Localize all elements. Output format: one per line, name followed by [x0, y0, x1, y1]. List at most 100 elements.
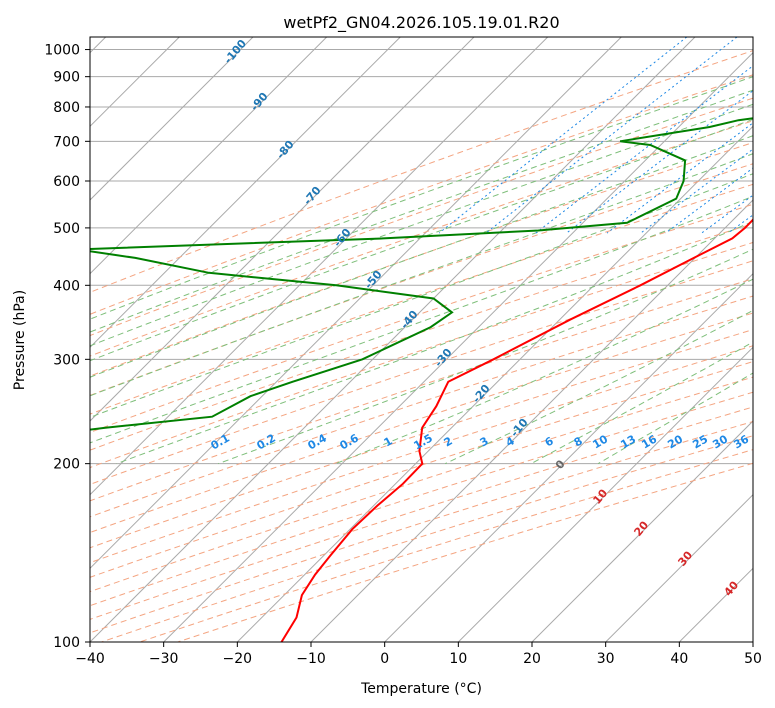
- isotherm-line: [90, 37, 475, 422]
- mixing-ratio-label: 16: [639, 432, 659, 451]
- isotherm-line: [163, 51, 753, 642]
- dry-adiabat-line: [90, 295, 753, 518]
- y-tick-label: 1000: [44, 43, 80, 59]
- y-tick-label: 600: [53, 174, 80, 190]
- x-tick-label: 50: [744, 651, 762, 667]
- y-tick-label: 300: [53, 352, 80, 368]
- dry-adiabat-label: -100: [221, 37, 249, 67]
- isotherm-line: [90, 37, 549, 496]
- dry-adiabat-line: [90, 345, 753, 564]
- moist-adiabat-label: 10: [590, 486, 610, 506]
- mixing-ratio-label: 8: [572, 434, 585, 449]
- mixing-ratio-line: [701, 194, 753, 234]
- dry-adiabat-label: -30: [432, 346, 455, 370]
- isotherm-line: [531, 420, 753, 642]
- plot-frame: [89, 36, 754, 643]
- moist-adiabat-line: [530, 341, 753, 465]
- dry-adiabat-line: [90, 241, 753, 469]
- x-tick-label: 30: [597, 651, 615, 667]
- dry-adiabat-line: [90, 223, 753, 451]
- x-tick-label: 20: [523, 651, 541, 667]
- mixing-ratio-label: 36: [731, 432, 751, 451]
- dry-adiabat-line: [90, 329, 753, 549]
- dry-adiabat-line: [90, 97, 753, 337]
- moist-adiabat-line: [90, 103, 753, 347]
- isotherm-line: [90, 37, 328, 275]
- mixing-ratio-label: 10: [590, 432, 610, 451]
- y-tick-label: 400: [53, 278, 80, 294]
- moist-adiabat-label: 30: [675, 548, 695, 568]
- moist-adiabat-line: [90, 153, 753, 397]
- dry-adiabat-line: [90, 120, 753, 357]
- isotherm-line: [678, 567, 753, 642]
- line-labels: -100-90-80-70-60-50-40-30-20-100.1 0.2 0.4…: [209, 37, 752, 599]
- isotherm-line: [236, 125, 753, 642]
- dry-adiabat-line: [90, 361, 753, 578]
- isotherm-line: [457, 346, 753, 642]
- isotherm-line: [90, 37, 622, 570]
- moist-adiabat-line: [116, 220, 753, 465]
- x-tick-label: 10: [449, 651, 467, 667]
- moist-adiabat-line: [90, 173, 753, 418]
- moist-adiabat-label: 0: [553, 457, 568, 471]
- moist-adiabat-line: [90, 195, 753, 444]
- dry-adiabat-line: [90, 391, 753, 607]
- sounding-profiles: [90, 117, 753, 642]
- temperature-profile: [280, 218, 753, 642]
- dry-adiabat-line: [90, 183, 753, 415]
- x-axis-label: Temperature (°C): [360, 681, 482, 697]
- moist-adiabat-label: 20: [631, 518, 651, 538]
- dry-adiabat-line: [90, 163, 753, 396]
- dry-adiabat-line: [90, 74, 753, 315]
- dry-adiabat-line: [90, 142, 753, 377]
- isotherm-line: [310, 199, 753, 642]
- isotherm-line: [384, 272, 753, 642]
- mixing-ratio-label: 0.2: [255, 431, 278, 452]
- dry-adiabat-line: [90, 203, 753, 433]
- mixing-ratio-label: 13: [618, 433, 638, 452]
- moist-adiabat-line: [90, 135, 753, 378]
- mixing-ratio-line: [665, 167, 753, 234]
- y-tick-label: 900: [53, 70, 80, 86]
- mixing-ratio-label: 1.5: [412, 431, 435, 452]
- x-tick-label: 0: [380, 651, 389, 667]
- dry-adiabat-line: [90, 278, 753, 502]
- dry-adiabat-line: [101, 435, 753, 642]
- moist-adiabat-label: 40: [721, 578, 741, 598]
- mixing-ratio-line: [535, 65, 753, 234]
- y-axis-label: Pressure (hPa): [12, 290, 28, 390]
- moist-adiabat-line: [335, 278, 753, 465]
- dry-adiabat-line: [90, 260, 753, 485]
- y-tick-label: 100: [53, 635, 80, 651]
- mixing-ratio-line: [485, 37, 738, 234]
- mixing-ratio-label: 20: [665, 432, 685, 451]
- mixing-ratio-label: 0.6: [338, 431, 362, 452]
- moist-adiabat-line: [90, 76, 753, 320]
- y-axis: 100 200 300 400 500 600 700 800 900 1000: [44, 43, 90, 651]
- mixing-ratio-line: [767, 37, 775, 233]
- isotherm-line: [605, 493, 753, 642]
- y-tick-label: 200: [53, 457, 80, 473]
- x-tick-label: −10: [296, 651, 326, 667]
- x-tick-label: 40: [670, 651, 688, 667]
- isotherm-line: [90, 37, 401, 349]
- x-tick-label: −40: [75, 651, 105, 667]
- dry-adiabat-label: -40: [398, 308, 421, 332]
- mixing-ratio-label: 2: [442, 434, 455, 449]
- dry-adiabat-line: [90, 312, 753, 534]
- x-axis: −40 −30 −20 −10 0 10 20 30 40 50: [75, 642, 762, 667]
- chart-title: wetPf2_GN04.2026.105.19.01.R20: [283, 13, 559, 33]
- dry-adiabat-label: -60: [331, 226, 354, 250]
- dry-adiabat-line: [90, 50, 753, 293]
- y-tick-label: 500: [53, 221, 80, 237]
- y-tick-label: 700: [53, 134, 80, 150]
- moist-adiabat-line: [90, 89, 753, 333]
- mixing-ratio-label: 30: [710, 432, 730, 451]
- isotherm-line: [90, 37, 696, 642]
- dry-adiabat-label: -90: [248, 90, 271, 114]
- dry-adiabat-line: [90, 376, 753, 593]
- moist-adiabat-line: [444, 309, 753, 465]
- moist-adiabat-line: [90, 118, 753, 362]
- y-tick-label: 800: [53, 100, 80, 116]
